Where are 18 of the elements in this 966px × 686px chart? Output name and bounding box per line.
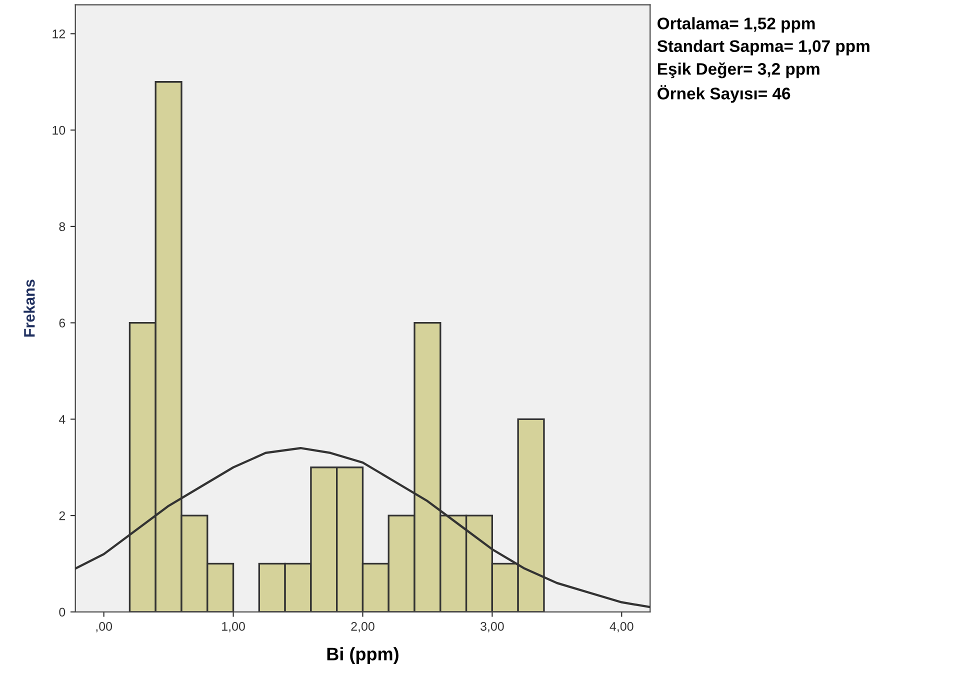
y-tick-label: 0: [59, 608, 66, 617]
x-tick-label: 3,00: [480, 622, 504, 632]
x-axis-title: Bi (ppm): [327, 647, 398, 664]
x-tick-label: 1,00: [222, 622, 245, 632]
y-tick-label: 4: [58, 415, 66, 424]
text: Örnek Sayısı= 46: [658, 85, 790, 103]
x-tick-label: 4,00: [610, 622, 634, 632]
y-tick-label: 2: [59, 511, 65, 520]
y-tick-label: 6: [59, 318, 66, 328]
y-tick-label: 12: [52, 30, 65, 38]
text: Standart Sapma= 1,07 ppm: [657, 40, 870, 56]
y-tick-label: 8: [59, 222, 66, 232]
text: Ortalama= 1,52 ppm: [658, 17, 815, 33]
y-axis-title: Frekans: [24, 280, 35, 337]
y-tick-label: 10: [52, 126, 66, 135]
x-tick-label: 2,00: [351, 622, 374, 632]
text: Eşik Değer= 3,2 ppm: [658, 62, 820, 78]
x-tick-label: ,00: [96, 622, 112, 632]
